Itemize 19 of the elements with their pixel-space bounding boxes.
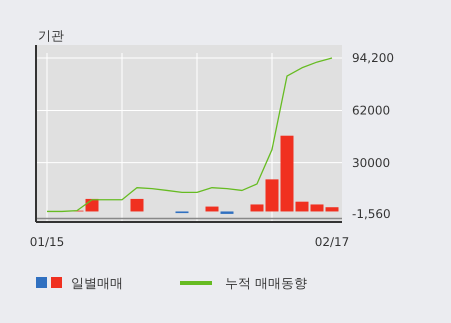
- bar: [326, 207, 338, 212]
- y-tick-label: 94,200: [352, 51, 394, 66]
- bar: [130, 198, 144, 212]
- x-tick-label: 01/15: [30, 235, 64, 249]
- bar: [220, 211, 234, 214]
- legend-label: 일별매매: [71, 276, 123, 292]
- y-tick-label: -1,560: [352, 207, 391, 222]
- y-tick-label: 62000: [352, 104, 390, 118]
- bar: [296, 202, 308, 212]
- bar: [206, 206, 218, 212]
- bar: [266, 179, 278, 212]
- legend-label: 누적 매매동향: [225, 276, 308, 292]
- y-tick-label: 30000: [352, 156, 390, 170]
- bar: [250, 204, 264, 212]
- bar: [310, 204, 324, 212]
- bar: [280, 136, 294, 212]
- line-series: [46, 57, 333, 212]
- chart-title: 기관: [38, 29, 64, 44]
- x-tick-label: 02/17: [314, 235, 350, 249]
